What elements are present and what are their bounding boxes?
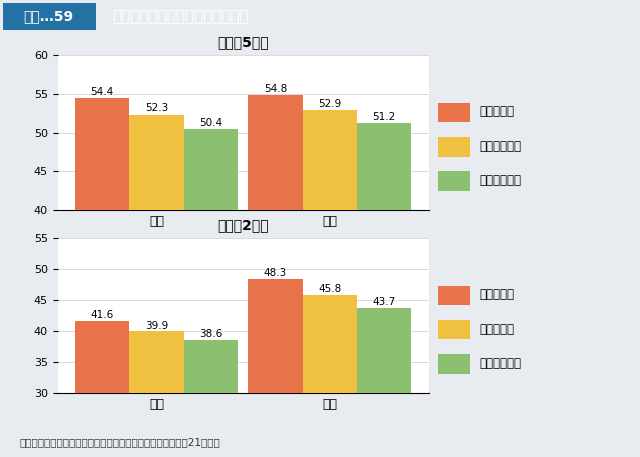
Bar	[357, 308, 412, 457]
Text: 時々食べない: 時々食べない	[479, 140, 521, 153]
Bar	[129, 115, 184, 457]
FancyBboxPatch shape	[438, 137, 470, 156]
Bar	[184, 129, 238, 457]
Text: 38.6: 38.6	[200, 329, 223, 339]
Text: 43.7: 43.7	[372, 297, 396, 307]
Text: 毎日食べる: 毎日食べる	[479, 106, 514, 118]
Bar	[129, 331, 184, 457]
Title: 小学校5年生: 小学校5年生	[218, 36, 269, 49]
Text: 図表…59: 図表…59	[23, 10, 73, 23]
FancyBboxPatch shape	[438, 320, 470, 339]
Text: 54.4: 54.4	[90, 87, 114, 97]
Bar	[357, 123, 412, 457]
Text: 41.6: 41.6	[90, 310, 114, 320]
Text: 50.4: 50.4	[200, 118, 223, 128]
Text: 時々欠かす: 時々欠かす	[479, 323, 514, 335]
Bar	[75, 321, 129, 457]
Bar	[248, 95, 303, 457]
FancyBboxPatch shape	[3, 3, 96, 30]
Text: 52.3: 52.3	[145, 103, 168, 113]
Bar	[303, 110, 357, 457]
Title: 中学校2年生: 中学校2年生	[218, 218, 269, 232]
Text: 全く食べない: 全く食べない	[479, 357, 521, 370]
Text: 39.9: 39.9	[145, 320, 168, 330]
Bar	[303, 295, 357, 457]
Text: 51.2: 51.2	[372, 112, 396, 122]
Bar	[75, 98, 129, 457]
FancyBboxPatch shape	[438, 103, 470, 122]
Text: 48.3: 48.3	[264, 268, 287, 278]
FancyBboxPatch shape	[438, 354, 470, 374]
Text: 52.9: 52.9	[318, 99, 341, 109]
Text: 54.8: 54.8	[264, 84, 287, 94]
FancyBboxPatch shape	[438, 286, 470, 305]
Text: 朝食の摂取と体力合計点との関係: 朝食の摂取と体力合計点との関係	[112, 9, 249, 24]
Bar	[184, 340, 238, 457]
Text: 毎日食べない: 毎日食べない	[479, 174, 521, 187]
FancyBboxPatch shape	[438, 171, 470, 191]
Text: 文部科学省「全国体力・運動能力、運動習慣等調査」（平成21年度）: 文部科学省「全国体力・運動能力、運動習慣等調査」（平成21年度）	[19, 437, 220, 447]
Text: 毎日食べる: 毎日食べる	[479, 288, 514, 301]
Text: 45.8: 45.8	[318, 284, 341, 294]
Bar	[248, 279, 303, 457]
